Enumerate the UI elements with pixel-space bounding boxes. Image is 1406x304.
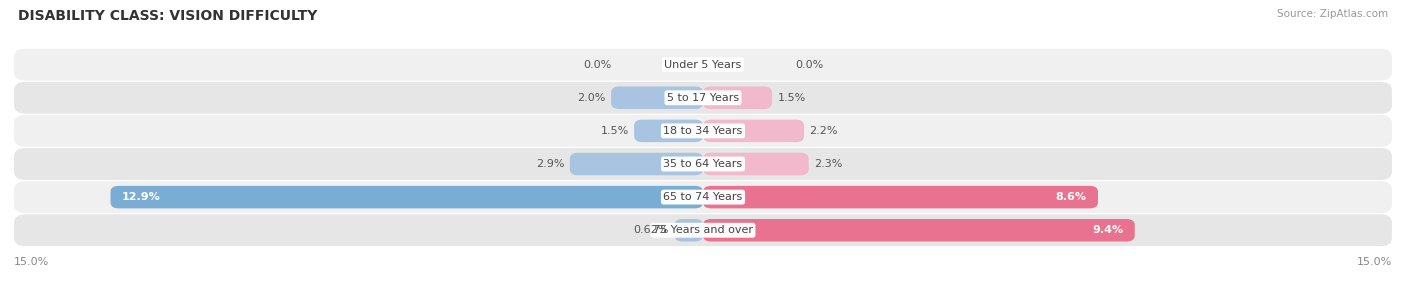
FancyBboxPatch shape bbox=[634, 119, 703, 142]
Text: 2.3%: 2.3% bbox=[814, 159, 842, 169]
Text: Under 5 Years: Under 5 Years bbox=[665, 60, 741, 70]
FancyBboxPatch shape bbox=[14, 82, 1392, 114]
Text: Source: ZipAtlas.com: Source: ZipAtlas.com bbox=[1277, 9, 1388, 19]
FancyBboxPatch shape bbox=[569, 153, 703, 175]
FancyBboxPatch shape bbox=[703, 87, 772, 109]
Text: 12.9%: 12.9% bbox=[122, 192, 160, 202]
Text: 2.0%: 2.0% bbox=[578, 93, 606, 103]
Text: 0.0%: 0.0% bbox=[794, 60, 823, 70]
Text: 1.5%: 1.5% bbox=[600, 126, 628, 136]
FancyBboxPatch shape bbox=[14, 49, 1392, 81]
Text: 1.5%: 1.5% bbox=[778, 93, 806, 103]
FancyBboxPatch shape bbox=[675, 219, 703, 241]
FancyBboxPatch shape bbox=[14, 181, 1392, 213]
Text: 5 to 17 Years: 5 to 17 Years bbox=[666, 93, 740, 103]
Text: 18 to 34 Years: 18 to 34 Years bbox=[664, 126, 742, 136]
FancyBboxPatch shape bbox=[703, 153, 808, 175]
Text: 8.6%: 8.6% bbox=[1056, 192, 1087, 202]
FancyBboxPatch shape bbox=[14, 115, 1392, 147]
FancyBboxPatch shape bbox=[703, 219, 1135, 241]
Text: 0.62%: 0.62% bbox=[634, 225, 669, 235]
FancyBboxPatch shape bbox=[14, 214, 1392, 246]
Text: 35 to 64 Years: 35 to 64 Years bbox=[664, 159, 742, 169]
Text: DISABILITY CLASS: VISION DIFFICULTY: DISABILITY CLASS: VISION DIFFICULTY bbox=[18, 9, 318, 23]
Text: 2.9%: 2.9% bbox=[536, 159, 564, 169]
Text: 2.2%: 2.2% bbox=[810, 126, 838, 136]
FancyBboxPatch shape bbox=[703, 186, 1098, 208]
Text: 65 to 74 Years: 65 to 74 Years bbox=[664, 192, 742, 202]
Text: 75 Years and over: 75 Years and over bbox=[652, 225, 754, 235]
FancyBboxPatch shape bbox=[612, 87, 703, 109]
Text: 15.0%: 15.0% bbox=[14, 257, 49, 268]
FancyBboxPatch shape bbox=[111, 186, 703, 208]
FancyBboxPatch shape bbox=[703, 119, 804, 142]
Text: 9.4%: 9.4% bbox=[1092, 225, 1123, 235]
Text: 15.0%: 15.0% bbox=[1357, 257, 1392, 268]
FancyBboxPatch shape bbox=[14, 148, 1392, 180]
Text: 0.0%: 0.0% bbox=[583, 60, 612, 70]
